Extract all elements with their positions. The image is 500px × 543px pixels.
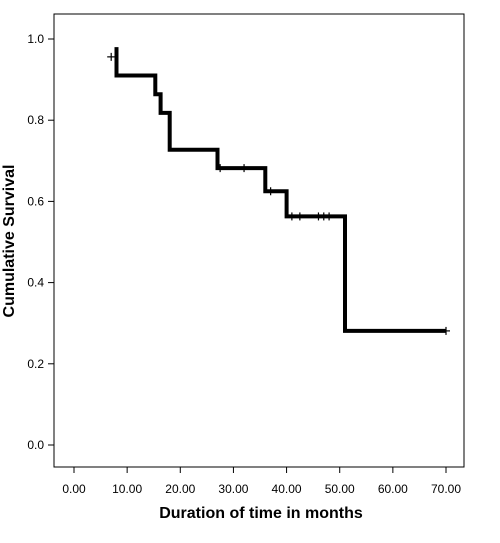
survival-step-line: [114, 47, 446, 333]
plot-frame: [53, 13, 465, 468]
x-tick-label: 10.00: [112, 482, 142, 496]
x-tick-label: 0.00: [62, 482, 86, 496]
x-tick-label: 70.00: [431, 482, 461, 496]
censor-mark: [216, 164, 225, 173]
y-tick-label: 1.0: [27, 32, 44, 46]
censor-mark: [287, 212, 296, 221]
survival-curve-group: [114, 47, 446, 333]
censor-mark: [295, 212, 304, 221]
y-tick-label: 0.2: [27, 357, 44, 371]
censor-mark: [325, 212, 334, 221]
y-tick-label: 0.8: [27, 113, 44, 127]
censor-mark: [266, 187, 275, 196]
censor-mark: [107, 52, 116, 61]
y-tick-label: 0.0: [27, 438, 44, 452]
x-tick-label: 60.00: [378, 482, 408, 496]
x-tick-label: 20.00: [165, 482, 195, 496]
x-tick-label: 50.00: [325, 482, 355, 496]
censor-mark-group: [107, 52, 450, 335]
y-axis-title: Cumulative Survival: [1, 165, 18, 318]
censor-mark: [442, 326, 450, 335]
censor-mark: [240, 164, 249, 173]
y-tick-label: 0.6: [27, 194, 44, 208]
y-tick-label: 0.4: [27, 276, 44, 290]
x-axis-title: Duration of time in months: [159, 505, 363, 522]
x-tick-label: 40.00: [272, 482, 302, 496]
tick-group: 0.00 10.00 20.00 30.00 40.00 50.00 60.00 70.00 0…: [27, 32, 461, 496]
x-tick-label: 30.00: [218, 482, 248, 496]
